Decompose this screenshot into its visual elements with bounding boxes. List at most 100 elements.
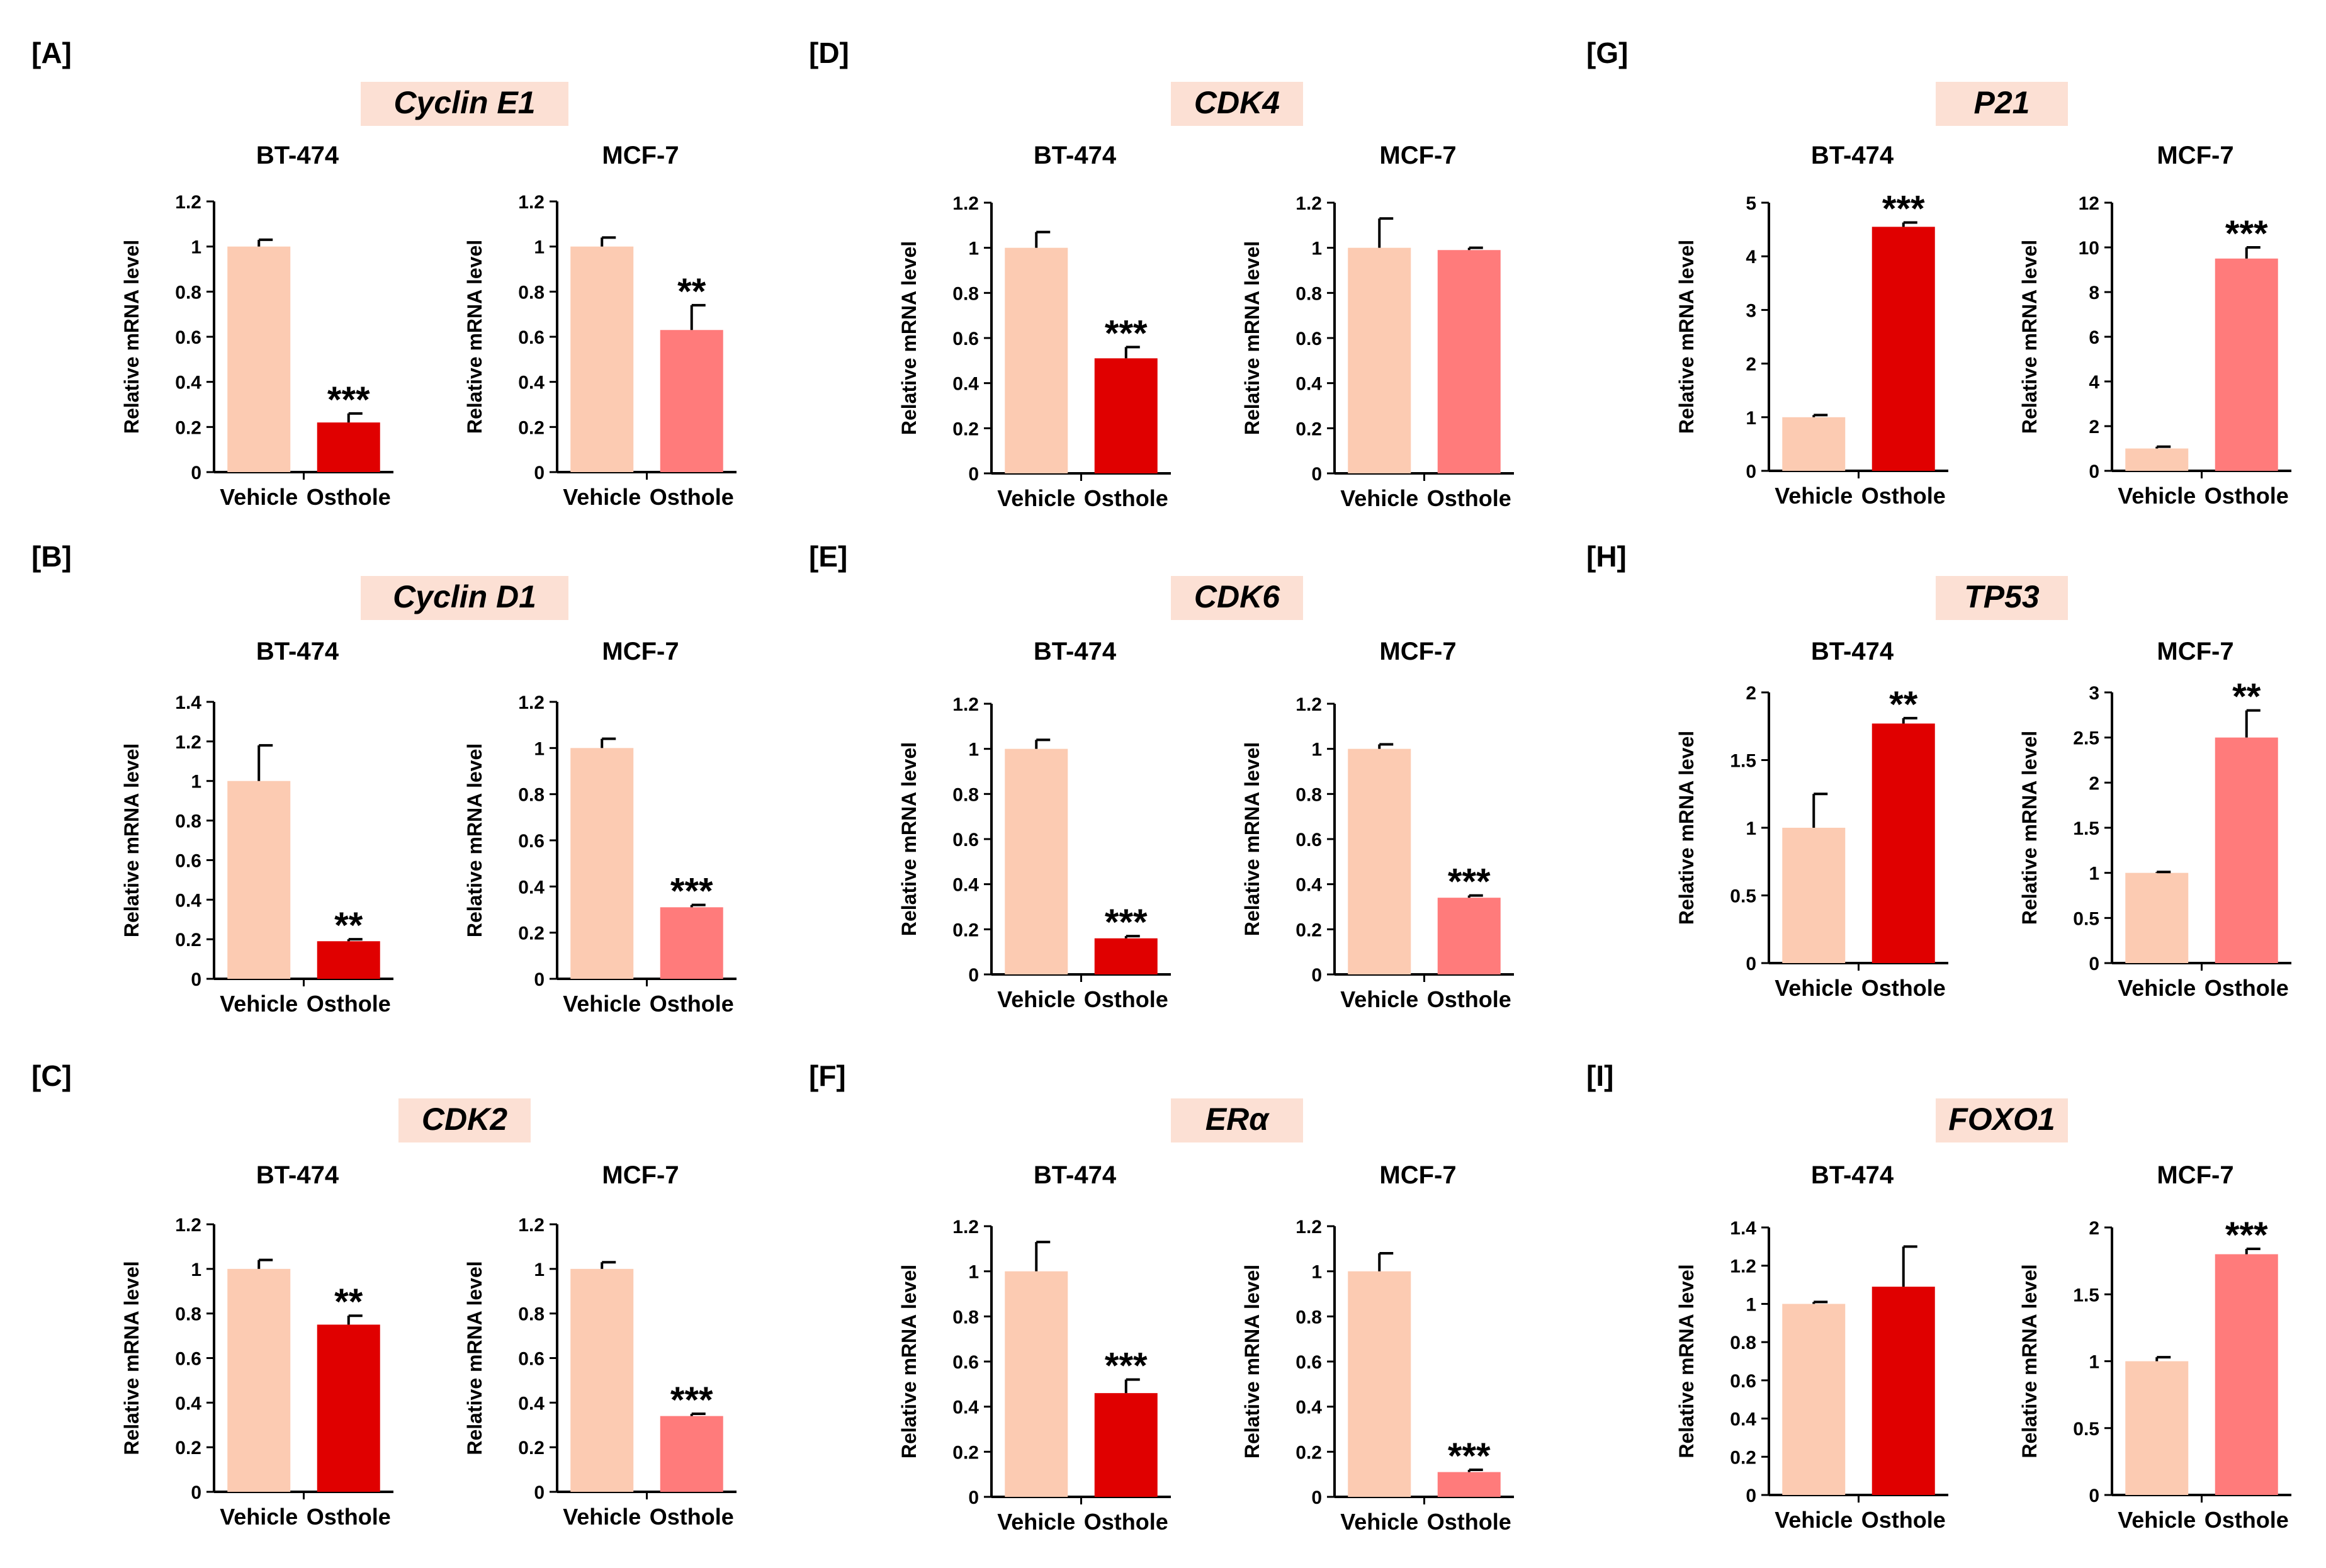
y-tick-label: 3 [1746, 300, 1756, 321]
y-tick-label: 0 [968, 464, 979, 485]
significance-marker: *** [1105, 1346, 1148, 1387]
bar-osthole [1437, 1472, 1501, 1497]
y-tick-label: 0 [968, 965, 979, 986]
y-tick-label: 0.2 [1730, 1447, 1756, 1468]
y-tick-label: 0.6 [518, 1349, 545, 1370]
y-tick-label: 0.6 [1296, 329, 1322, 349]
chart-bt-474: BT-474 Relative mRNA level 0 1 2 3 4 5 Vehicle **… [1675, 142, 1948, 509]
x-category-label-osthole: Osthole [650, 991, 734, 1017]
y-tick-label: 0.4 [952, 875, 979, 896]
bar-vehicle [1782, 417, 1846, 471]
y-tick-label: 0 [191, 1482, 201, 1503]
y-tick-label: 0.4 [1296, 875, 1322, 896]
y-tick-label: 1.5 [2073, 818, 2099, 839]
y-tick-label: 0.8 [175, 811, 201, 832]
chart-mcf-7: MCF-7 Relative mRNA level 0 0.2 0.4 0.6 0.8 1 1.… [1241, 1161, 1514, 1535]
chart-bt-474: BT-474 Relative mRNA level 0 0.2 0.4 0.6 0.8 1 1… [898, 1161, 1171, 1535]
x-category-label-osthole: Osthole [307, 1504, 391, 1530]
panel-label: [F] [809, 1059, 846, 1092]
y-tick-label: 0.2 [518, 1438, 545, 1458]
x-category-label-osthole: Osthole [1861, 975, 1946, 1001]
y-tick-label: 0.2 [1296, 1442, 1322, 1463]
y-tick-label: 0.6 [1730, 1371, 1756, 1392]
y-tick-label: 1 [191, 772, 201, 792]
cell-line-title: MCF-7 [1379, 142, 1456, 169]
y-tick-label: 0 [1746, 461, 1756, 482]
significance-marker: ** [334, 1282, 363, 1323]
bar-osthole [660, 907, 723, 979]
y-tick-label: 1.2 [1296, 694, 1322, 715]
y-axis-label: Relative mRNA level [2018, 240, 2041, 434]
y-tick-label: 0.6 [952, 830, 979, 850]
y-axis-label: Relative mRNA level [1241, 241, 1263, 435]
y-tick-label: 1 [534, 1260, 545, 1280]
gene-title-box [361, 576, 568, 620]
gene-title: CDK2 [422, 1102, 507, 1137]
y-axis-label: Relative mRNA level [120, 240, 143, 434]
x-category-label-osthole: Osthole [1427, 485, 1511, 511]
y-tick-label: 0.8 [1296, 784, 1322, 805]
y-tick-label: 2 [2089, 417, 2099, 437]
y-tick-label: 0.2 [952, 920, 979, 940]
x-category-label-vehicle: Vehicle [2118, 483, 2196, 509]
y-tick-label: 1.2 [175, 192, 201, 213]
y-tick-label: 0.2 [952, 419, 979, 439]
x-category-label-vehicle: Vehicle [1775, 483, 1853, 509]
y-tick-label: 0.2 [175, 1438, 201, 1458]
x-category-label-osthole: Osthole [2205, 483, 2289, 509]
y-axis-label: Relative mRNA level [463, 1261, 486, 1455]
y-axis-label: Relative mRNA level [898, 1265, 920, 1458]
bar-osthole [660, 330, 723, 472]
x-category-label-vehicle: Vehicle [1775, 975, 1853, 1001]
gene-title-box [1171, 576, 1303, 620]
y-tick-label: 1 [1746, 1294, 1756, 1315]
x-category-label-osthole: Osthole [650, 484, 734, 510]
cell-line-title: BT-474 [1811, 638, 1894, 665]
chart-bt-474: BT-474 Relative mRNA level 0 0.2 0.4 0.6 0.8 1 1… [120, 1161, 393, 1530]
panel-label: [C] [31, 1059, 72, 1092]
cell-line-title: MCF-7 [602, 1161, 679, 1189]
y-tick-label: 1 [1311, 740, 1322, 760]
y-tick-label: 1.4 [175, 692, 201, 713]
chart-mcf-7: MCF-7 Relative mRNA level 0 0.2 0.4 0.6 0.8 1 1.… [1241, 142, 1514, 511]
y-tick-label: 1.2 [518, 692, 545, 713]
y-tick-label: 1 [1311, 1262, 1322, 1283]
cell-line-title: BT-474 [1811, 142, 1894, 169]
gene-title: Cyclin D1 [393, 579, 536, 614]
y-tick-label: 0.8 [1296, 283, 1322, 304]
y-tick-label: 0.4 [952, 1397, 979, 1418]
y-axis-label: Relative mRNA level [463, 240, 486, 434]
bar-osthole [1094, 938, 1158, 974]
chart-bt-474: BT-474 Relative mRNA level 0 0.2 0.4 0.6 0.8 1 1… [120, 142, 393, 510]
y-tick-label: 0 [968, 1487, 979, 1508]
panel-f-er-: [F] ERα BT-474 Relative mRNA level 0 0.2 0.4 0.… [809, 1059, 1514, 1535]
y-tick-label: 2 [1746, 354, 1756, 375]
y-tick-label: 0 [2089, 954, 2099, 974]
x-category-label-vehicle: Vehicle [1340, 986, 1418, 1012]
y-axis-label: Relative mRNA level [1675, 240, 1698, 434]
cell-line-title: MCF-7 [602, 142, 679, 169]
panel-label: [I] [1586, 1059, 1613, 1092]
y-tick-label: 0.6 [1296, 1352, 1322, 1373]
y-tick-label: 1.2 [952, 1217, 979, 1238]
y-tick-label: 0.6 [175, 850, 201, 871]
x-category-label-vehicle: Vehicle [220, 484, 298, 510]
y-tick-label: 0 [534, 1482, 545, 1503]
y-tick-label: 8 [2089, 283, 2099, 303]
gene-title: CDK6 [1194, 579, 1280, 614]
chart-mcf-7: MCF-7 Relative mRNA level 0 0.2 0.4 0.6 0.8 1 1.… [1241, 638, 1514, 1012]
panel-label: [A] [31, 37, 72, 69]
y-tick-label: 0.4 [175, 890, 201, 911]
panel-h-tp53: [H] TP53 BT-474 Relative mRNA level 0 0.5 1 1.5… [1586, 540, 2291, 1001]
y-tick-label: 0.4 [518, 1393, 545, 1414]
bar-vehicle [1005, 748, 1068, 974]
y-tick-label: 0.2 [518, 417, 545, 438]
y-tick-label: 0 [1746, 1486, 1756, 1506]
x-category-label-osthole: Osthole [1861, 483, 1946, 509]
panel-label: [G] [1586, 37, 1628, 69]
y-tick-label: 1 [968, 740, 979, 760]
significance-marker: ** [677, 271, 706, 312]
cell-line-title: MCF-7 [2157, 1161, 2233, 1189]
chart-mcf-7: MCF-7 Relative mRNA level 0 0.2 0.4 0.6 0.8 1 1.… [463, 1161, 737, 1530]
